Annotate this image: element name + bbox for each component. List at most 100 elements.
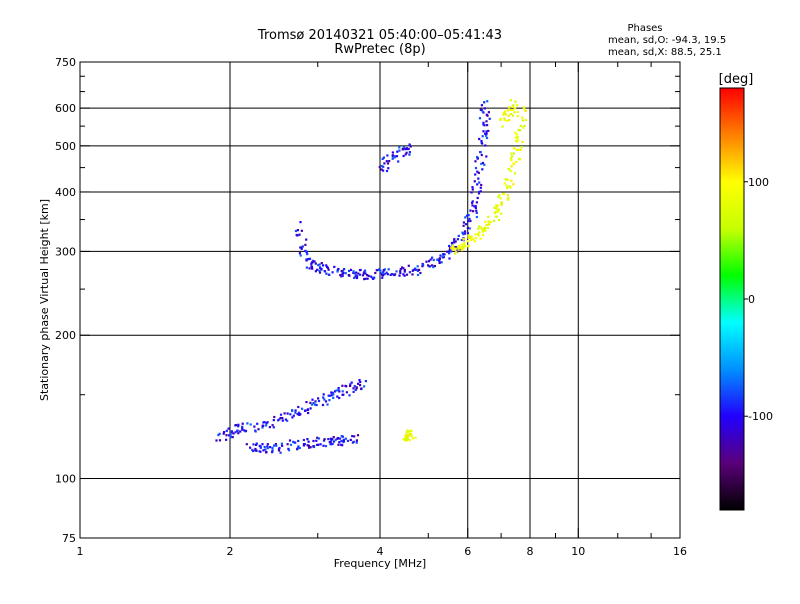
scatter-point: [446, 250, 449, 253]
scatter-point: [524, 109, 527, 112]
scatter-point: [309, 401, 312, 404]
scatter-point: [382, 271, 385, 274]
scatter-point: [408, 153, 411, 156]
scatter-point: [335, 389, 338, 392]
scatter-point: [289, 443, 293, 446]
scatter-point: [476, 196, 479, 200]
grid-lines: [80, 62, 680, 538]
scatter-point: [408, 271, 411, 274]
colorbar-ticks: 100 0 -100: [744, 176, 773, 423]
scatter-point: [316, 268, 319, 271]
scatter-point: [306, 253, 309, 256]
scatter-point: [467, 214, 470, 217]
scatter-point: [521, 116, 524, 119]
scatter-point: [310, 262, 313, 266]
scatter-point: [478, 137, 481, 141]
scatter-point: [404, 148, 407, 151]
scatter-point: [353, 435, 356, 438]
scatter-point: [304, 243, 307, 246]
scatter-point: [229, 433, 232, 436]
scatter-point: [497, 195, 500, 198]
scatter-point: [327, 268, 330, 271]
scatter-point: [516, 135, 519, 138]
scatter-point: [294, 441, 297, 444]
scatter-point: [474, 237, 477, 240]
scatter-point: [302, 438, 305, 442]
scatter-point: [311, 398, 314, 401]
scatter-point: [516, 115, 519, 118]
scatter-point: [399, 270, 402, 273]
scatter-point: [485, 223, 488, 226]
scatter-point: [509, 108, 512, 112]
scatter-point: [410, 434, 413, 437]
scatter-point: [374, 271, 377, 275]
scatter-point: [460, 238, 463, 242]
scatter-point: [341, 390, 344, 393]
scatter-point: [339, 437, 342, 440]
scatter-point: [237, 432, 240, 435]
scatter-point: [406, 434, 409, 437]
stats-line-o: mean, sd,O: -94.3, 19.5: [608, 35, 726, 46]
scatter-point: [360, 387, 363, 391]
y-tick-label: 200: [55, 329, 76, 342]
scatter-point: [326, 403, 329, 406]
scatter-point: [315, 439, 318, 442]
scatter-point: [382, 156, 385, 159]
scatter-point: [475, 201, 478, 204]
scatter-point: [452, 246, 455, 249]
scatter-point: [320, 267, 323, 271]
scatter-point: [307, 411, 310, 415]
scatter-point: [352, 387, 355, 390]
scatter-point: [516, 140, 519, 143]
scatter-point: [454, 240, 457, 243]
scatter-point: [337, 267, 340, 271]
scatter-point: [328, 399, 331, 402]
scatter-point: [398, 149, 401, 152]
scatter-point: [498, 194, 501, 197]
scatter-point: [336, 437, 339, 440]
scatter-point: [235, 424, 238, 427]
scatter-point: [327, 394, 330, 397]
scatter-point: [387, 167, 390, 170]
scatter-point: [298, 252, 301, 255]
colorbar-label: [deg]: [719, 72, 754, 87]
y-tick-label: 400: [55, 186, 76, 199]
scatter-point: [243, 429, 246, 432]
scatter-point: [359, 384, 362, 387]
scatter-point: [292, 414, 295, 417]
scatter-point: [325, 272, 328, 275]
scatter-point: [358, 273, 362, 276]
scatter-point: [488, 223, 491, 226]
scatter-point: [364, 269, 367, 272]
scatter-point: [427, 260, 431, 263]
scatter-point: [485, 136, 489, 140]
y-tick-label: 300: [55, 245, 76, 258]
scatter-point: [474, 167, 478, 170]
y-tick-label: 750: [55, 56, 76, 69]
scatter-point: [301, 245, 304, 248]
scatter-point: [514, 131, 517, 134]
scatter-point: [380, 272, 383, 275]
scatter-point: [405, 147, 408, 151]
scatter-point: [500, 212, 503, 215]
scatter-point: [264, 448, 267, 451]
scatter-point: [462, 221, 465, 224]
scatter-point: [329, 437, 332, 440]
scatter-point: [448, 244, 451, 248]
scatter-point: [503, 118, 506, 121]
scatter-point: [484, 144, 487, 147]
scatter-point: [372, 277, 375, 280]
scatter-point: [317, 397, 320, 400]
scatter-point: [252, 449, 255, 453]
scatter-point: [513, 172, 517, 175]
scatter-point: [502, 113, 505, 116]
scatter-point: [222, 432, 225, 435]
scatter-point: [512, 104, 515, 107]
scatter-point: [341, 274, 344, 277]
plot-frame: [79, 61, 681, 539]
scatter-point: [510, 159, 513, 162]
scatter-point: [456, 246, 460, 249]
scatter-point: [522, 126, 525, 129]
scatter-point: [272, 419, 275, 422]
scatter-point: [307, 258, 310, 261]
